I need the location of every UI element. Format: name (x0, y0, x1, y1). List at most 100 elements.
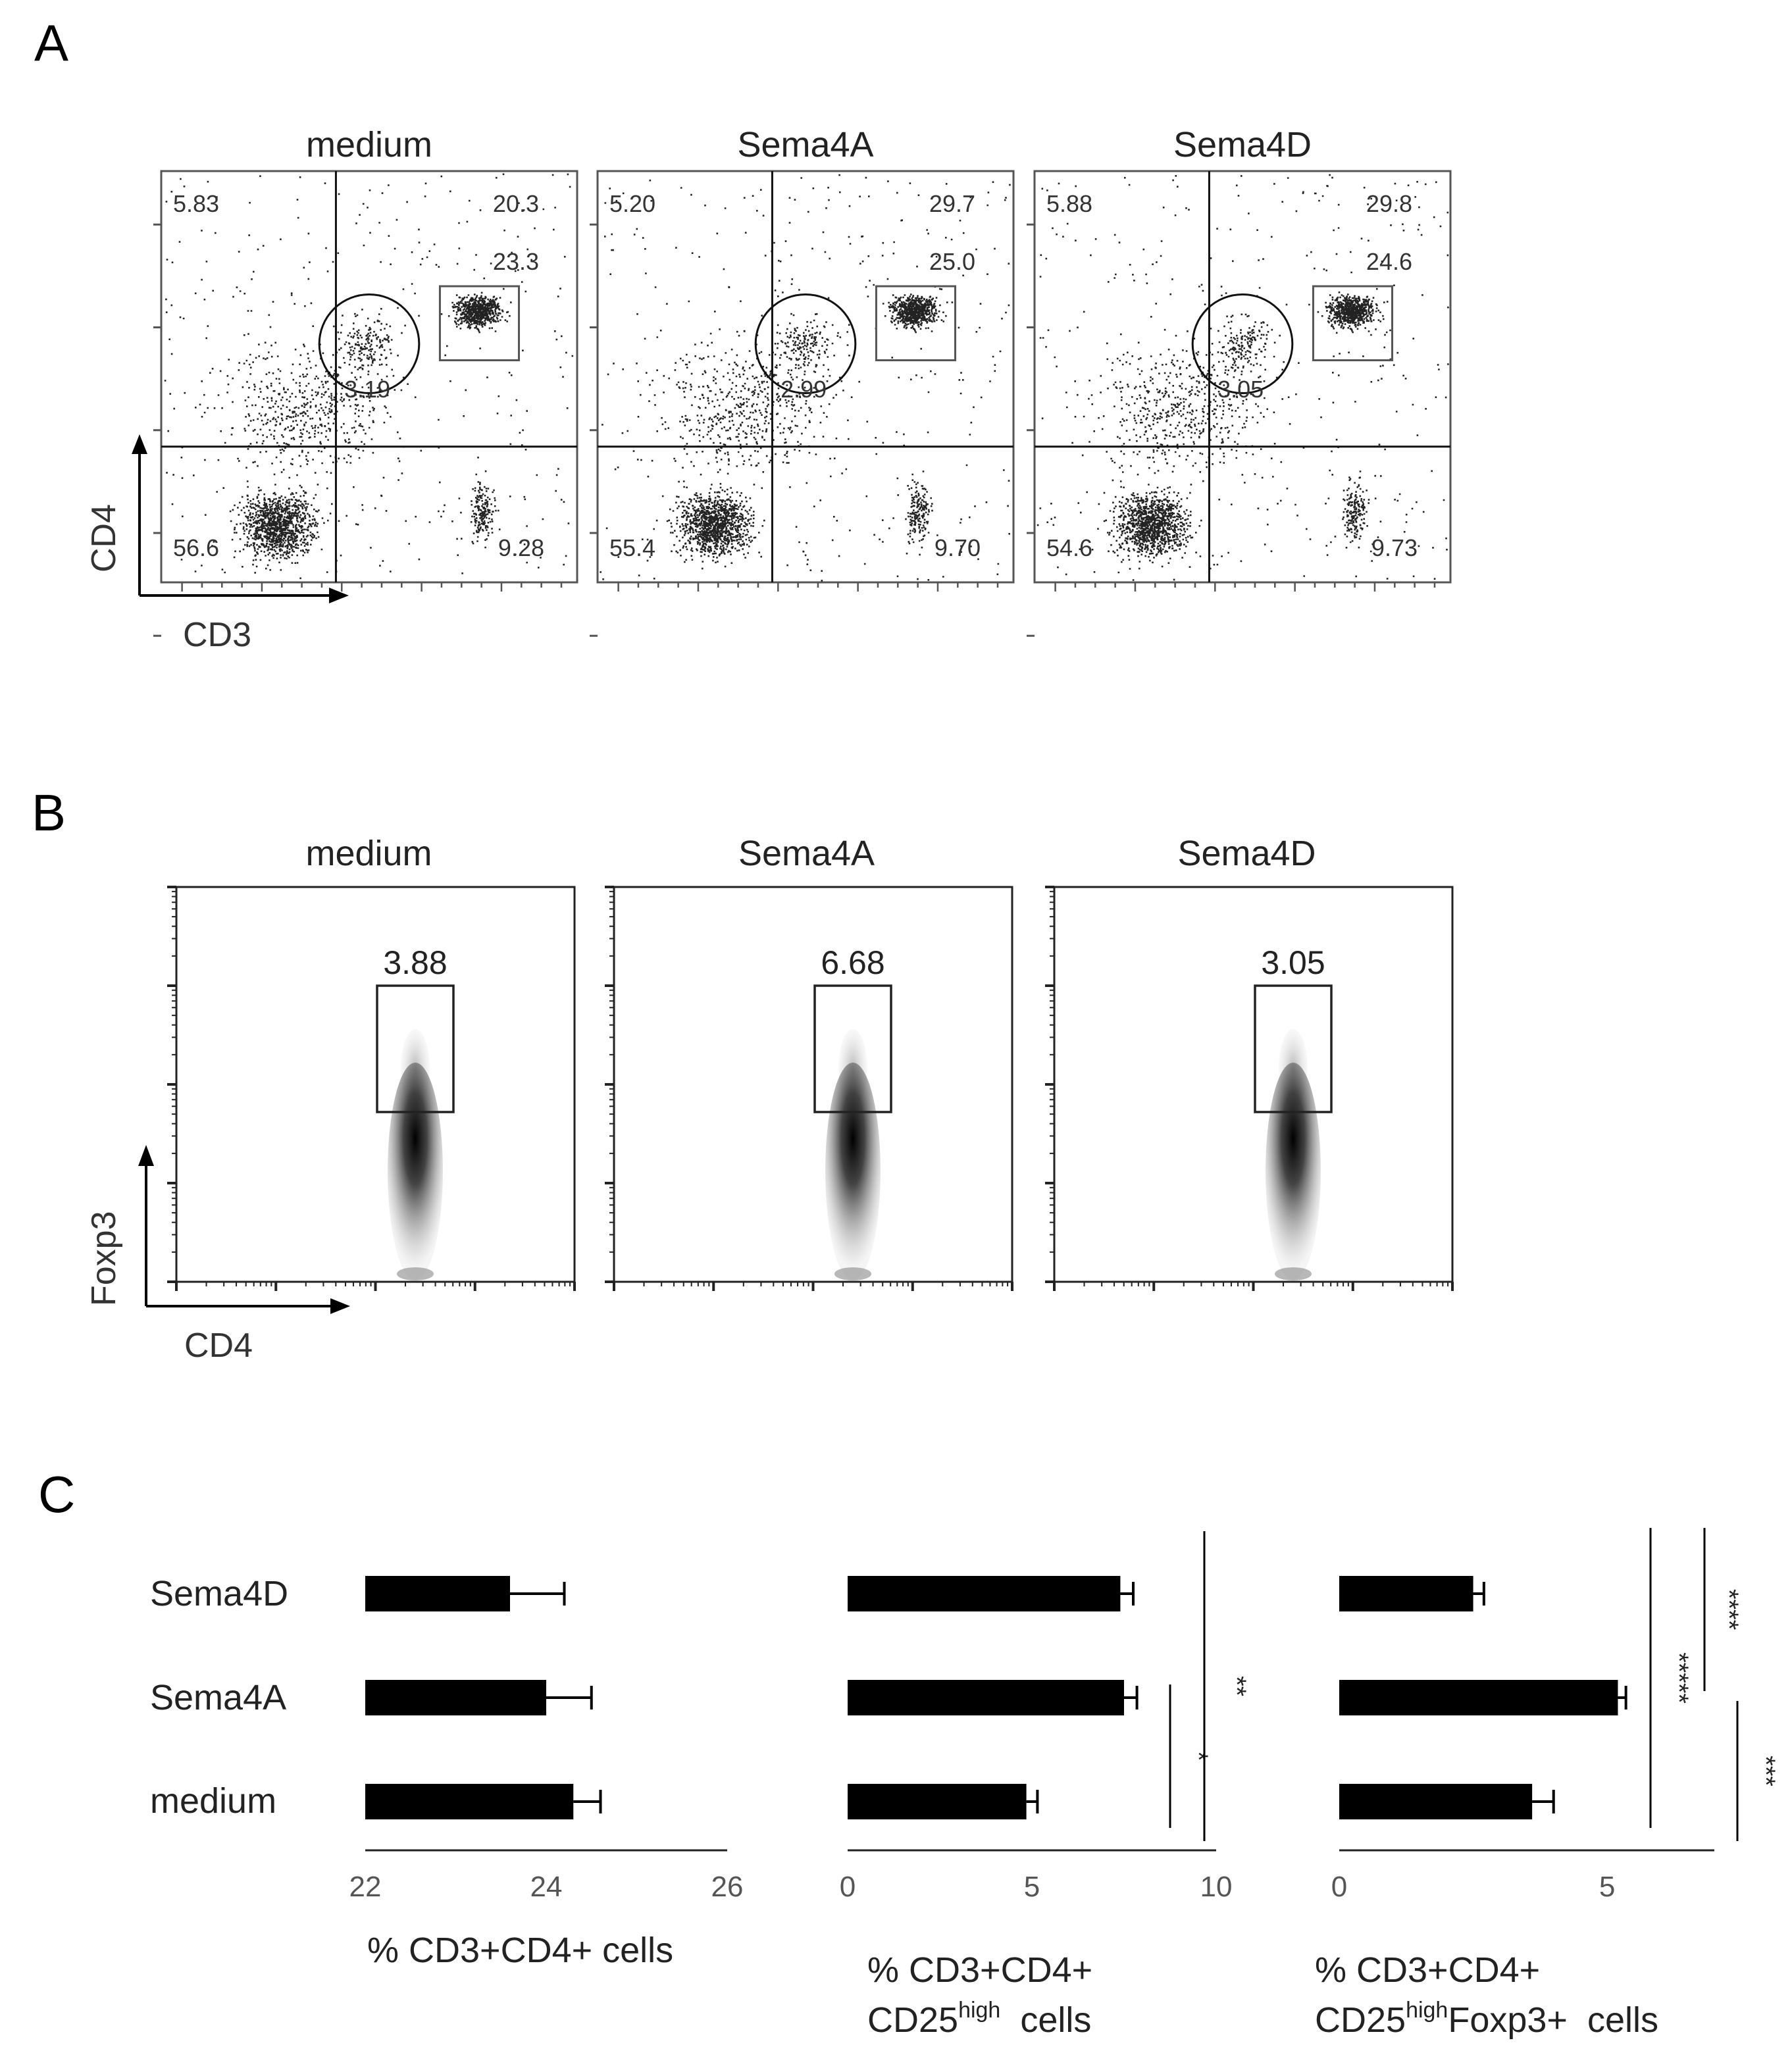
panel-a-xlabel: CD3 (183, 616, 251, 654)
density-frame (613, 886, 1013, 1283)
panel-a-letter: A (34, 14, 68, 72)
bar-chart-0: 22 24 26 (349, 1576, 744, 1903)
significance-stars: ** (1222, 1676, 1251, 1696)
bar-chart-2: 0 5************ (1331, 1528, 1780, 1903)
panel-b-xlabel: CD4 (184, 1327, 253, 1365)
x-tick-label: 0 (840, 1871, 856, 1903)
quadrant-value-q_ur: 29.8 (1366, 190, 1412, 217)
quadrant-value-q_lr: 9.28 (498, 534, 544, 561)
chart3-xlabel-line2: CD25highFoxp3+ cells (1315, 1998, 1658, 2040)
chart2-xlabel-line2: CD25high cells (867, 1998, 1091, 2040)
quadrant-value-circle: 2.99 (781, 376, 827, 403)
dotplot-frame (596, 170, 1015, 584)
chart2-xlabel-sup: high (958, 1998, 1000, 2023)
density-plot-2: Sema4D 3.05 (1045, 834, 1454, 1291)
dotplot-title: Sema4D (1173, 125, 1312, 165)
chart3-xlabel-cd25: CD25 (1315, 2000, 1406, 2040)
x-tick-label: 24 (530, 1871, 563, 1903)
significance-stars: *** (1751, 1756, 1780, 1786)
density-core (825, 1063, 881, 1280)
significance-stars: **** (1714, 1589, 1743, 1630)
panel-b-letter: B (32, 784, 66, 842)
chart1-xlabel: % CD3+CD4+ cells (367, 1931, 673, 1970)
panel-c-bar-charts: 22 24 26 0 5 10***0 5************ (349, 1528, 1780, 1903)
panel-b-axis-arrows (138, 1145, 350, 1314)
box-gate (1312, 285, 1394, 361)
bar-medium (365, 1784, 574, 1819)
panel-a-axis-arrows (132, 434, 349, 603)
panel-a-flow-plots: medium 5.83 20.3 23.3 3.19 56.6 9.28 Sema4A 5.20… (153, 125, 1452, 637)
density-floor (397, 1267, 434, 1280)
x-tick-label: 0 (1331, 1871, 1347, 1903)
dotplot-0: medium 5.83 20.3 23.3 3.19 56.6 9.28 (153, 125, 578, 637)
significance-stars: ***** (1664, 1652, 1693, 1704)
chart3-xlabel-tail: Foxp3+ cells (1448, 2000, 1658, 2040)
dotplot-frame (160, 170, 578, 584)
box-gate (875, 285, 957, 361)
bar-chart-1: 0 5 10*** (840, 1531, 1251, 1903)
density-title: medium (305, 834, 432, 873)
quadrant-value-box: 24.6 (1366, 248, 1412, 275)
chart2-xlabel-cd25: CD25 (867, 2000, 958, 2040)
foxp3-gate (376, 984, 455, 1113)
density-plot-1: Sema4A 6.68 (605, 834, 1013, 1291)
density-title: Sema4D (1177, 834, 1316, 873)
foxp3-gate (1254, 984, 1333, 1113)
chart3-xlabel-line1: % CD3+CD4+ (1315, 1950, 1540, 1990)
gate-value: 3.05 (1261, 944, 1325, 981)
dotplot-title: Sema4A (737, 125, 873, 165)
quadrant-value-circle: 3.19 (344, 376, 390, 403)
quadrant-value-q_ll: 54.6 (1046, 534, 1092, 561)
density-plot-0: medium 3.88 (167, 834, 576, 1291)
circle-gate (1191, 293, 1294, 394)
quadrant-value-box: 23.3 (493, 248, 539, 275)
density-core (388, 1063, 443, 1280)
quadrant-value-q_lr: 9.73 (1371, 534, 1418, 561)
quadrant-value-q_ll: 55.4 (609, 534, 655, 561)
bar-sema4a (365, 1680, 546, 1715)
dotplot-title: medium (306, 125, 432, 165)
x-tick-label: 10 (1200, 1871, 1233, 1903)
significance-stars: * (1184, 1751, 1213, 1761)
chart2-xlabel-line1: % CD3+CD4+ (867, 1950, 1092, 1990)
circle-gate (318, 293, 421, 394)
bar-sema4d (848, 1576, 1121, 1611)
bar-sema4a (848, 1680, 1124, 1715)
quadrant-value-q_ll: 56.6 (173, 534, 219, 561)
panel-c-letter: C (38, 1465, 75, 1523)
quadrant-value-q_ul: 5.83 (173, 190, 219, 217)
density-floor (834, 1267, 871, 1280)
density-floor (1275, 1267, 1312, 1280)
x-tick-label: 5 (1599, 1871, 1615, 1903)
density-core (1266, 1063, 1321, 1280)
panel-b-ylabel: Foxp3 (85, 1211, 123, 1306)
gate-value: 6.68 (821, 944, 884, 981)
dotplot-frame (1033, 170, 1452, 584)
dotplot-1: Sema4A 5.20 29.7 25.0 2.99 55.4 9.70 (590, 125, 1015, 637)
quadrant-value-q_ur: 20.3 (493, 190, 539, 217)
x-tick-label: 5 (1024, 1871, 1040, 1903)
density-frame (175, 886, 576, 1283)
x-tick-label: 26 (711, 1871, 744, 1903)
category-label-sema4a: Sema4A (150, 1678, 286, 1717)
bar-sema4a (1339, 1680, 1618, 1715)
chart2-xlabel-tail: cells (1000, 2000, 1091, 2040)
gate-value: 3.88 (383, 944, 447, 981)
chart3-xlabel-sup: high (1406, 1998, 1448, 2023)
quadrant-value-q_ul: 5.88 (1046, 190, 1092, 217)
category-label-medium: medium (150, 1781, 276, 1821)
dotplot-2: Sema4D 5.88 29.8 24.6 3.05 54.6 9.73 (1027, 125, 1452, 637)
box-gate (438, 285, 521, 361)
bar-medium (1339, 1784, 1533, 1819)
foxp3-gate (813, 984, 892, 1113)
bar-sema4d (1339, 1576, 1473, 1611)
quadrant-value-q_ul: 5.20 (609, 190, 655, 217)
quadrant-value-circle: 3.05 (1217, 376, 1264, 403)
panel-b-flow-plots: medium 3.88 Sema4A 6.68 Sema4D 3.05 (167, 834, 1454, 1291)
category-label-sema4d: Sema4D (150, 1574, 288, 1613)
density-frame (1053, 886, 1454, 1283)
x-tick-label: 22 (349, 1871, 382, 1903)
density-title: Sema4A (738, 834, 875, 873)
panel-a-ylabel: CD4 (85, 504, 123, 572)
